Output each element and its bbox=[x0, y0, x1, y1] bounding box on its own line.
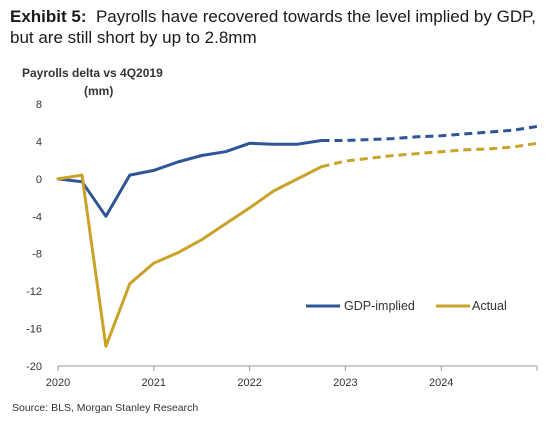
y-tick-label: -20 bbox=[26, 361, 42, 373]
y-tick-label: 0 bbox=[36, 174, 42, 186]
x-tick-label: 2023 bbox=[333, 377, 357, 389]
chart-title: Exhibit 5: Payrolls have recovered towar… bbox=[10, 6, 545, 48]
y-tick-label: -16 bbox=[26, 324, 42, 336]
title-line-1: Payrolls have recovered towards the leve… bbox=[95, 7, 536, 26]
title-line-2: but are still short by up to 2.8mm bbox=[10, 28, 257, 47]
y-tick-label: 8 bbox=[36, 99, 42, 111]
x-tick-label: 2021 bbox=[142, 377, 166, 389]
source-note: Source: BLS, Morgan Stanley Research bbox=[12, 402, 199, 414]
x-tick-label: 2022 bbox=[237, 377, 261, 389]
series-line-gdp-implied-actual bbox=[56, 139, 323, 218]
y-tick-label: -4 bbox=[32, 211, 42, 223]
legend-label-gdp-implied: GDP-implied bbox=[344, 299, 415, 313]
series-line-gdp-implied-projection bbox=[321, 125, 538, 142]
y-axis-label: Payrolls delta vs 4Q2019 bbox=[22, 66, 163, 80]
y-tick-label: -8 bbox=[32, 249, 42, 261]
legend-label-actual: Actual bbox=[472, 299, 507, 313]
x-tick-label: 2024 bbox=[429, 377, 453, 389]
exhibit-label: Exhibit 5: bbox=[10, 7, 87, 26]
y-tick-label: 4 bbox=[36, 136, 42, 148]
series-line-actual-actual bbox=[56, 165, 323, 348]
x-tick-label: 2020 bbox=[46, 377, 70, 389]
series-line-actual-projection bbox=[321, 141, 538, 169]
y-axis-unit: (mm) bbox=[84, 84, 114, 98]
y-tick-label: -12 bbox=[26, 286, 42, 298]
